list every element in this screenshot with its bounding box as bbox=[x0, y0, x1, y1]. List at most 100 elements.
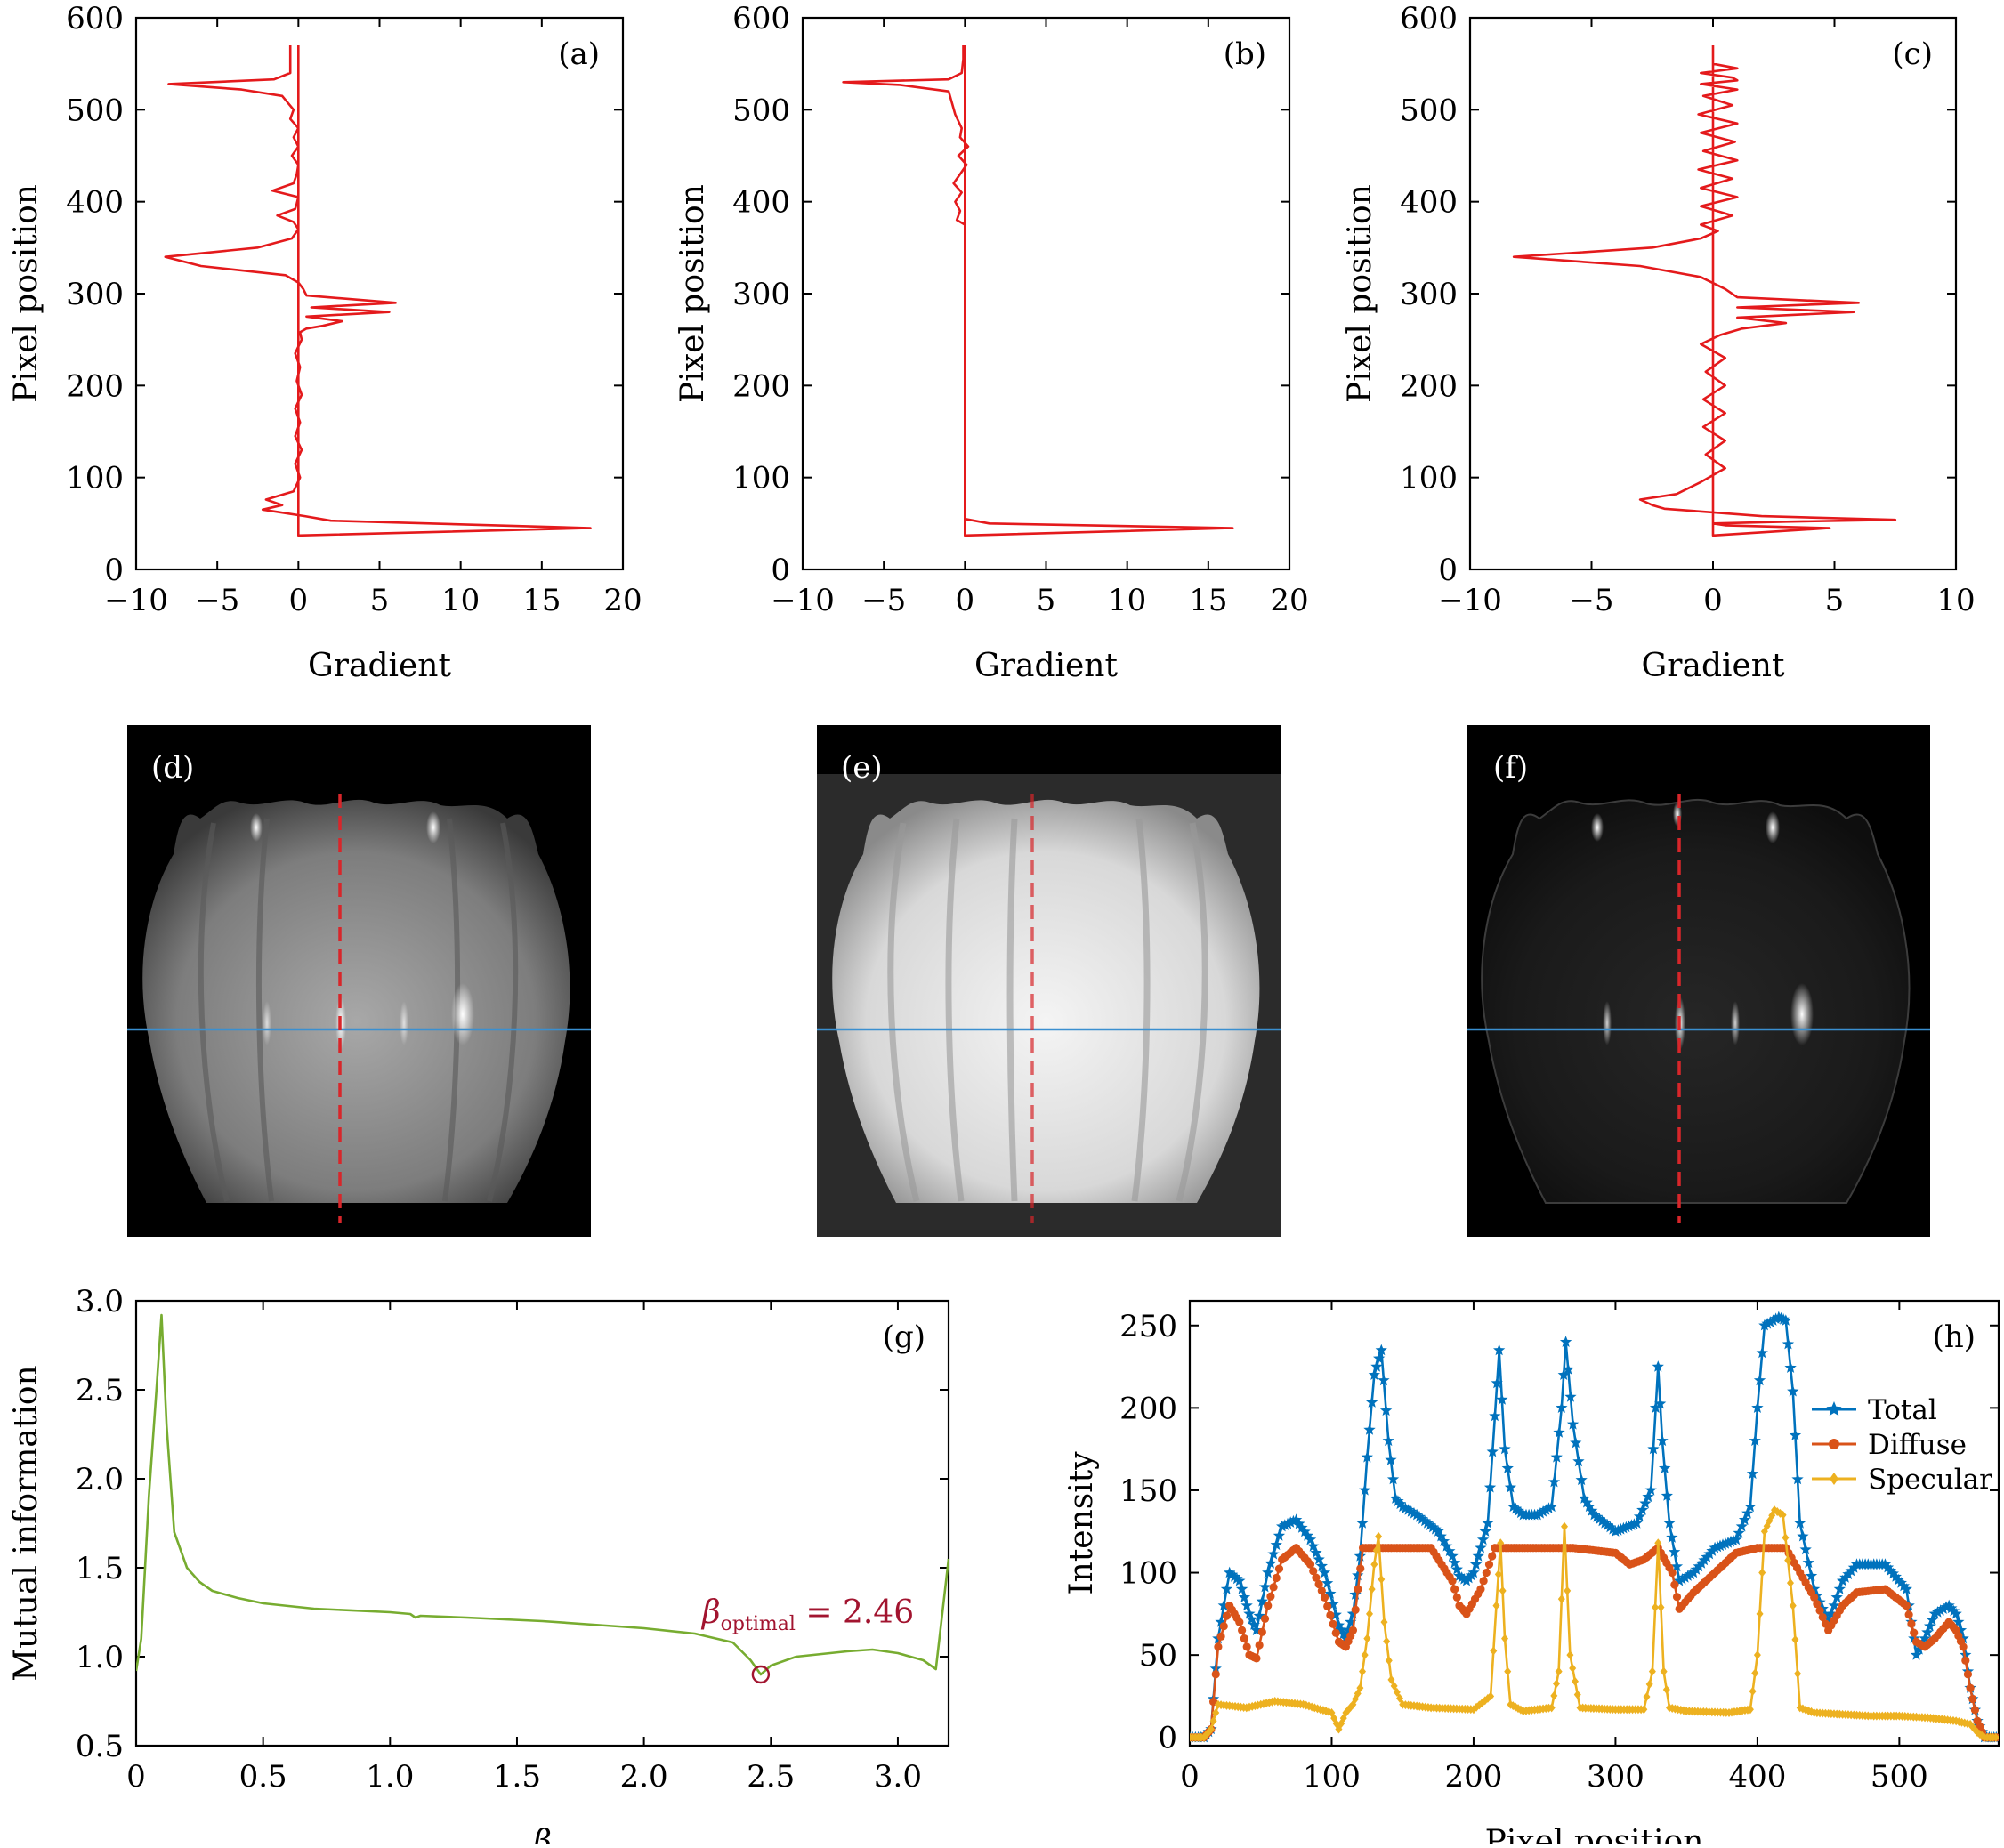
data-point bbox=[1970, 1706, 1980, 1715]
data-point bbox=[1604, 1521, 1617, 1533]
data-point bbox=[1248, 1618, 1260, 1630]
panel-label-e: (e) bbox=[841, 750, 883, 786]
data-point bbox=[1432, 1525, 1444, 1537]
vase-shape bbox=[1481, 798, 1911, 1204]
data-point bbox=[1224, 1566, 1236, 1578]
data-point bbox=[1947, 1604, 1960, 1617]
series-line bbox=[136, 1313, 949, 1676]
data-point bbox=[1761, 1317, 1774, 1329]
data-point bbox=[1258, 1580, 1272, 1593]
data-point bbox=[1928, 1607, 1941, 1619]
y-tick-label: 300 bbox=[66, 277, 124, 312]
data-point bbox=[1571, 1676, 1579, 1686]
data-point bbox=[1378, 1574, 1386, 1584]
data-point bbox=[1749, 1434, 1761, 1447]
data-point bbox=[1324, 1587, 1337, 1599]
data-point bbox=[1733, 1527, 1745, 1538]
data-point bbox=[1657, 1602, 1665, 1612]
data-point bbox=[1512, 1505, 1524, 1516]
data-point bbox=[1385, 1656, 1393, 1666]
data-point bbox=[1220, 1583, 1233, 1594]
data-point bbox=[1298, 1525, 1311, 1537]
x-tick-label: 0 bbox=[956, 583, 975, 618]
data-point bbox=[1354, 1585, 1362, 1594]
series-line bbox=[164, 45, 592, 537]
data-point bbox=[1479, 1525, 1491, 1537]
y-tick-label: 400 bbox=[732, 185, 790, 221]
plot-frame bbox=[1188, 1299, 2000, 1747]
data-point bbox=[1566, 1650, 1574, 1660]
data-point bbox=[1744, 1500, 1757, 1513]
data-point bbox=[1264, 1601, 1273, 1610]
data-point bbox=[1676, 1573, 1688, 1585]
data-point bbox=[1557, 1368, 1570, 1380]
panel-label-c: (c) bbox=[1892, 36, 1933, 72]
data-point bbox=[1429, 1522, 1442, 1535]
series-markers-total bbox=[1190, 1311, 1999, 1743]
data-point bbox=[1794, 1517, 1806, 1529]
data-point bbox=[1550, 1450, 1563, 1463]
data-point bbox=[1553, 1426, 1565, 1438]
x-tick-label: 10 bbox=[1108, 583, 1146, 618]
data-point bbox=[1791, 1473, 1804, 1485]
data-point bbox=[1312, 1573, 1321, 1582]
y-tick-label: 2.5 bbox=[76, 1373, 124, 1408]
y-tick-label: 100 bbox=[732, 461, 790, 496]
y-tick-label: 50 bbox=[1139, 1638, 1177, 1674]
data-point bbox=[1756, 1609, 1764, 1618]
data-point bbox=[1483, 1481, 1497, 1493]
data-point bbox=[1219, 1622, 1228, 1631]
data-point bbox=[1284, 1516, 1297, 1528]
data-point bbox=[1392, 1495, 1404, 1506]
data-point bbox=[1913, 1643, 1926, 1655]
data-point bbox=[1399, 1502, 1412, 1513]
y-tick-label: 100 bbox=[66, 461, 124, 496]
data-point bbox=[1531, 1508, 1544, 1521]
y-tick-label: 250 bbox=[1119, 1309, 1177, 1344]
data-point bbox=[1509, 1502, 1522, 1514]
data-point bbox=[1593, 1513, 1606, 1524]
data-point bbox=[1361, 1450, 1373, 1463]
vase-shape bbox=[142, 799, 570, 1203]
data-point bbox=[1331, 1628, 1340, 1637]
data-point bbox=[1808, 1583, 1821, 1594]
data-point bbox=[1910, 1628, 1919, 1637]
data-point bbox=[1482, 1517, 1494, 1529]
data-point bbox=[1491, 1376, 1503, 1389]
data-point bbox=[1931, 1606, 1944, 1618]
data-point bbox=[1590, 1511, 1604, 1522]
data-point bbox=[1354, 1550, 1366, 1562]
series-line bbox=[1512, 45, 1897, 537]
data-point bbox=[1779, 1510, 1787, 1520]
data-point bbox=[1961, 1656, 1970, 1665]
panel-label-d: (d) bbox=[151, 750, 194, 786]
data-point bbox=[1441, 1539, 1453, 1552]
data-point bbox=[1499, 1442, 1511, 1455]
x-tick-label: 2.5 bbox=[747, 1759, 795, 1795]
data-point bbox=[1950, 1607, 1962, 1619]
x-tick-label: 300 bbox=[1587, 1759, 1644, 1795]
data-point bbox=[1534, 1506, 1547, 1519]
data-point bbox=[1310, 1546, 1322, 1558]
data-point bbox=[1652, 1360, 1664, 1372]
x-tick-label: 20 bbox=[1270, 583, 1308, 618]
data-point bbox=[1386, 1473, 1400, 1485]
data-point bbox=[1305, 1560, 1315, 1569]
x-tick-label: 20 bbox=[603, 583, 642, 618]
data-point bbox=[1992, 1732, 1999, 1742]
data-point bbox=[1287, 1514, 1300, 1527]
x-tick-label: 0 bbox=[126, 1759, 146, 1795]
x-tick-label: 5 bbox=[370, 583, 390, 618]
data-point bbox=[1572, 1455, 1585, 1467]
data-point bbox=[1363, 1424, 1376, 1435]
x-tick-label: 5 bbox=[1037, 583, 1056, 618]
data-point bbox=[1557, 1594, 1565, 1604]
data-point bbox=[1279, 1519, 1291, 1530]
y-tick-label: 200 bbox=[1400, 368, 1458, 404]
data-point bbox=[1368, 1585, 1376, 1594]
data-point bbox=[1764, 1316, 1776, 1327]
data-point bbox=[1345, 1616, 1357, 1627]
series-line-total bbox=[1190, 1316, 1999, 1739]
data-point bbox=[1830, 1591, 1843, 1602]
data-point bbox=[1490, 1646, 1498, 1656]
